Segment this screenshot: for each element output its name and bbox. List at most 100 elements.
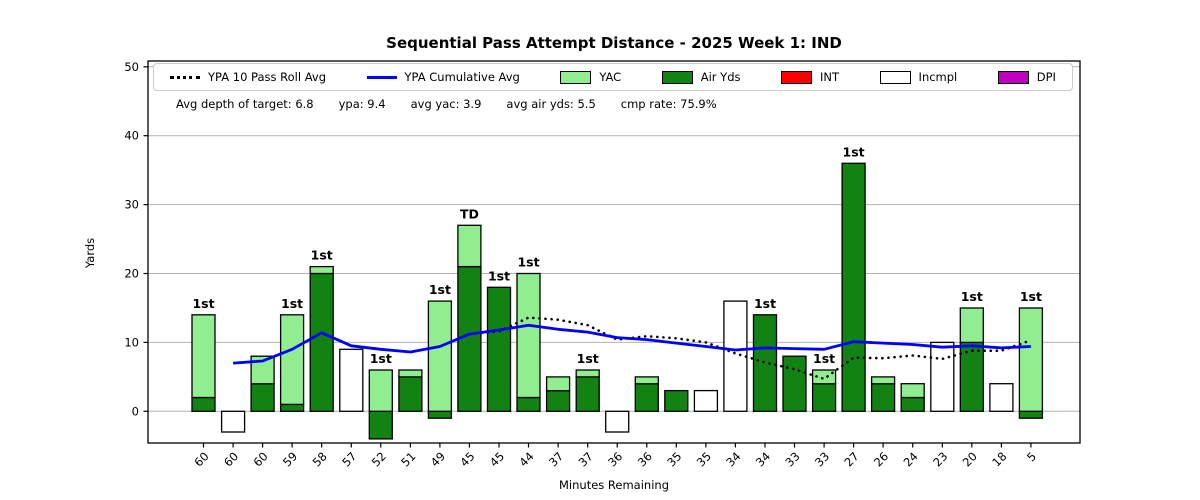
legend-item-dpi: DPI: [997, 70, 1056, 84]
bar-segment: [486, 286, 512, 412]
bar-annotation: TD: [460, 206, 479, 221]
bar-segment: [693, 389, 719, 412]
bar-annotation: 1st: [429, 282, 451, 297]
x-tick-label: 45: [457, 449, 477, 469]
legend-item-int: INT: [781, 70, 839, 84]
x-tick-label: 59: [280, 449, 300, 469]
bar-segment: [575, 376, 600, 412]
bar-segment: [870, 383, 896, 412]
bar-segment: [634, 383, 659, 412]
x-tick-label: 60: [221, 449, 241, 469]
bar-segment: [427, 300, 453, 412]
y-tick-label: 50: [124, 60, 139, 74]
bar-segment: [811, 369, 837, 385]
bar-segment: [930, 341, 955, 412]
bar-segment: [516, 396, 541, 412]
x-tick-label: 44: [516, 449, 536, 469]
bar-segment: [811, 383, 837, 412]
bar-segment: [870, 376, 896, 385]
bar-annotation: 1st: [517, 255, 539, 270]
x-axis-label: Minutes Remaining: [559, 478, 669, 492]
bar-segment: [664, 389, 689, 412]
legend: YPA 10 Pass Roll Avg YPA Cumulative Avg YA…: [153, 63, 1073, 91]
bar-segment: [1018, 307, 1044, 412]
bar-segment: [398, 376, 423, 412]
x-tick-label: 57: [339, 449, 359, 469]
bar-segment: [339, 348, 364, 412]
bar-segment: [398, 369, 423, 378]
x-tick-label: 35: [694, 449, 714, 469]
x-tick-label: 60: [250, 449, 270, 469]
legend-label: YPA 10 Pass Roll Avg: [208, 70, 326, 84]
bar-segment: [427, 410, 453, 419]
bar-segment: [309, 265, 334, 275]
bar-segment: [457, 224, 482, 268]
x-tick-label: 36: [635, 449, 655, 469]
bar-segment: [575, 369, 600, 378]
legend-item-ypa-cumulative-avg: YPA Cumulative Avg: [366, 70, 520, 84]
bar-segment: [841, 162, 866, 412]
y-tick-label: 10: [124, 335, 139, 349]
bar-segment: [279, 314, 305, 406]
legend-label: INT: [820, 70, 840, 84]
x-tick-label: 33: [812, 449, 832, 469]
legend-swatch-patch: [661, 70, 693, 84]
stat-ypa: ypa: 9.4: [338, 97, 386, 111]
bar-segment: [545, 389, 571, 412]
bar-annotation: 1st: [813, 351, 835, 366]
stat-avg-yac: avg yac: 3.9: [410, 97, 482, 111]
legend-swatch-dotted-line: [170, 75, 200, 79]
x-tick-label: 51: [398, 449, 418, 469]
legend-swatch-solid-line: [366, 75, 397, 79]
bar-annotation: 1st: [843, 144, 865, 159]
cumulative-avg-line: [233, 323, 1031, 365]
x-tick-label: 34: [723, 449, 743, 469]
x-tick-label: 33: [782, 449, 802, 469]
x-tick-label: 37: [546, 449, 566, 469]
x-tick-label: 60: [191, 449, 211, 469]
legend-item-ypa-10-pass-roll-avg: YPA 10 Pass Roll Avg: [170, 70, 326, 84]
x-tick-label: 45: [487, 449, 507, 469]
bar-segment: [723, 300, 748, 412]
legend-label: DPI: [1036, 70, 1056, 84]
x-tick-label: 34: [753, 449, 773, 469]
stat-cmp-rate: cmp rate: 75.9%: [620, 97, 717, 111]
bar-segment: [900, 383, 925, 399]
legend-item-incmpl: Incmpl: [879, 70, 958, 84]
x-tick-label: 26: [871, 449, 891, 469]
bar-segment: [989, 383, 1014, 412]
bar-segment: [516, 272, 541, 399]
bar-segment: [279, 403, 305, 412]
x-tick-label: 24: [901, 449, 921, 469]
bar-segment: [191, 396, 216, 412]
x-tick-label: 27: [841, 449, 861, 469]
legend-label: YPA Cumulative Avg: [404, 70, 520, 84]
legend-swatch-patch: [879, 70, 911, 84]
legend-item-air-yds: Air Yds: [661, 70, 740, 84]
bar-segment: [900, 396, 925, 412]
bar-annotation: 1st: [577, 351, 599, 366]
bar-segment: [368, 369, 393, 412]
bar-segment: [1018, 410, 1044, 419]
rolling-avg-line: [468, 316, 1033, 381]
x-tick-label: 37: [576, 449, 596, 469]
bar-segment: [782, 355, 807, 412]
bar-segment: [250, 355, 275, 385]
legend-label: Incmpl: [918, 70, 958, 84]
legend-swatch-patch: [560, 70, 592, 84]
bar-segment: [605, 410, 630, 433]
x-tick-label: 18: [989, 449, 1009, 469]
bar-annotation: 1st: [488, 268, 510, 283]
x-tick-label: 35: [664, 449, 684, 469]
bar-annotation: 1st: [754, 296, 776, 311]
legend-swatch-patch: [997, 70, 1029, 84]
legend-swatch-patch: [781, 70, 812, 84]
bar-segment: [634, 376, 659, 385]
bar-annotation: 1st: [192, 296, 214, 311]
legend-label: YAC: [599, 70, 622, 84]
bar-segment: [309, 272, 334, 412]
bar-segment: [959, 307, 984, 344]
y-tick-label: 0: [132, 404, 139, 418]
